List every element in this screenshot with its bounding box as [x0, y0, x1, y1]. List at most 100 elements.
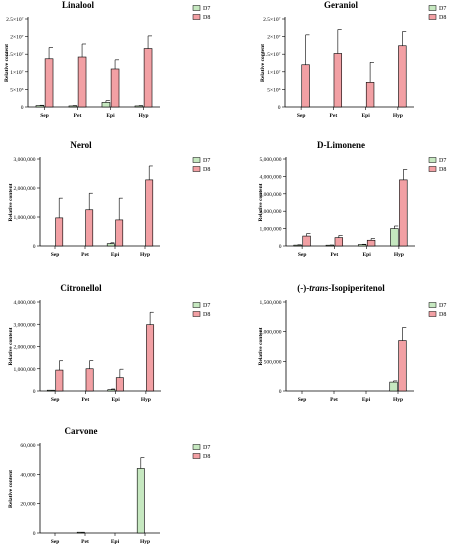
- x-tick-label: Pet: [81, 252, 89, 258]
- y-tick-label: 2,000,000: [14, 345, 36, 351]
- bar-d8-hyp: [398, 340, 407, 392]
- x-tick-label: Epi: [111, 539, 120, 545]
- bar-d8-sep: [55, 217, 64, 247]
- bar-d8-pet: [85, 209, 94, 247]
- chart-panel-2: Nerol Relative content 0 1,000,000 2,000,000…: [8, 140, 210, 258]
- y-tick-label: 2.5×10⁷: [6, 17, 23, 23]
- bar-d7-sep: [35, 105, 45, 108]
- bar-d8-epi: [365, 82, 375, 108]
- bar-d7-epi: [107, 389, 116, 392]
- y-axis-label: Relative content: [260, 44, 266, 82]
- legend-swatch-d8: [192, 311, 201, 317]
- y-tick-label: 0: [33, 389, 36, 395]
- x-tick-label: Hyp: [140, 539, 150, 545]
- x-tick-label: Hyp: [393, 113, 403, 119]
- bar-d8-sep: [302, 235, 311, 247]
- bar-d7-pet: [68, 105, 78, 108]
- y-tick-label: 2×10⁷: [10, 35, 23, 41]
- bar-d8-hyp: [143, 48, 153, 108]
- chart-panel-1: Geraniol Relative content 0 5×10⁶ 1×10⁷ 1.5×1…: [260, 0, 446, 119]
- legend-label-d7: D7: [203, 6, 210, 12]
- bar-d8-sep: [55, 369, 64, 392]
- x-tick-label: Epi: [111, 252, 120, 258]
- x-tick-label: Sep: [298, 252, 307, 258]
- y-tick-label: 0: [21, 105, 24, 111]
- chart-title: (-)-trans-Isopiperitenol: [297, 283, 385, 293]
- y-tick-label: 500,000: [264, 359, 282, 365]
- y-tick-label: 2.5×10⁷: [263, 17, 280, 23]
- bar-d7-epi: [357, 244, 367, 247]
- legend-label-d7: D7: [439, 6, 446, 12]
- chart-title: Citronellol: [60, 283, 102, 293]
- chart-panel-6: Carvone Relative content 0 20,000 40,000 60,0…: [8, 426, 210, 545]
- bar-d7-hyp: [390, 228, 399, 247]
- chart-panel-0: Linalool Relative content 0 5×10⁶ 1×10⁷ 1.5×1…: [4, 0, 210, 119]
- legend-swatch-d8: [428, 14, 437, 20]
- y-tick-label: 3,000,000: [14, 157, 36, 163]
- y-tick-label: 3,000,000: [260, 192, 282, 198]
- y-axis-label: Relative content: [4, 44, 10, 82]
- y-tick-label: 60,000: [20, 443, 35, 449]
- chart-title-part: trans: [309, 283, 329, 293]
- chart-title-part: -Isopiperitenol: [328, 283, 385, 293]
- y-tick-label: 0: [279, 389, 282, 395]
- legend-label-d7: D7: [203, 158, 210, 164]
- legend-label-d7: D7: [203, 445, 210, 451]
- bar-d8-epi: [366, 239, 376, 247]
- y-axis-label: Relative content: [8, 470, 14, 508]
- legend-label-d8: D8: [439, 15, 446, 21]
- bar-d7-hyp: [136, 468, 145, 534]
- chart-title: Linalool: [62, 0, 95, 10]
- legend-swatch-d7: [428, 5, 437, 11]
- chart-panel-4: Citronellol Relative content 0 1,000,000 2,0…: [8, 283, 210, 403]
- legend-swatch-d7: [428, 302, 437, 308]
- legend-label-d8: D8: [203, 312, 210, 318]
- x-tick-label: Epi: [361, 113, 370, 119]
- y-tick-label: 4,000,000: [260, 174, 282, 180]
- bar-d8-pet: [334, 237, 344, 247]
- chart-title-part: (-)-: [297, 283, 309, 293]
- x-tick-label: Sep: [298, 397, 307, 403]
- bar-d7-epi: [106, 243, 115, 247]
- x-tick-label: Epi: [111, 397, 120, 403]
- bar-d8-epi: [115, 377, 124, 392]
- bar-d8-sep: [301, 64, 310, 108]
- x-tick-label: Pet: [81, 539, 89, 545]
- chart-title: Carvone: [65, 426, 98, 436]
- x-tick-label: Pet: [74, 113, 82, 119]
- legend-label-d8: D8: [203, 167, 210, 173]
- x-tick-label: Sep: [51, 252, 60, 258]
- y-tick-label: 0: [279, 244, 282, 250]
- y-tick-label: 5×10⁶: [267, 87, 280, 93]
- chart-title: D-Limonene: [317, 140, 365, 150]
- bar-d8-hyp: [399, 179, 408, 247]
- y-tick-label: 1,000,000: [14, 215, 36, 221]
- x-tick-label: Hyp: [394, 252, 404, 258]
- legend-swatch-d7: [428, 157, 437, 163]
- bar-d8-epi: [115, 219, 124, 247]
- legend-swatch-d7: [192, 157, 201, 163]
- x-tick-label: Sep: [51, 397, 60, 403]
- legend-label-d8: D8: [203, 15, 210, 21]
- legend-swatch-d8: [192, 14, 201, 20]
- y-tick-label: 0: [278, 105, 281, 111]
- legend-swatch-d8: [192, 166, 201, 172]
- y-tick-label: 5×10⁶: [10, 87, 23, 93]
- legend-swatch-d8: [428, 166, 437, 172]
- y-tick-label: 2,000,000: [260, 209, 282, 215]
- bar-d7-epi: [101, 102, 111, 108]
- legend-swatch-d8: [428, 311, 437, 317]
- x-tick-label: Epi: [106, 113, 115, 119]
- bar-d8-hyp: [145, 179, 154, 247]
- y-tick-label: 1,000,000: [14, 367, 36, 373]
- bar-d8-pet: [333, 53, 343, 108]
- x-tick-label: Pet: [331, 252, 339, 258]
- y-tick-label: 0: [33, 531, 36, 537]
- bar-d7-hyp: [389, 381, 398, 392]
- y-tick-label: 3,000,000: [14, 322, 36, 328]
- legend-swatch-d8: [192, 453, 201, 459]
- y-axis-label: Relative content: [258, 183, 264, 221]
- y-axis-label: Relative content: [258, 327, 264, 365]
- y-tick-label: 1,000,000: [260, 227, 282, 233]
